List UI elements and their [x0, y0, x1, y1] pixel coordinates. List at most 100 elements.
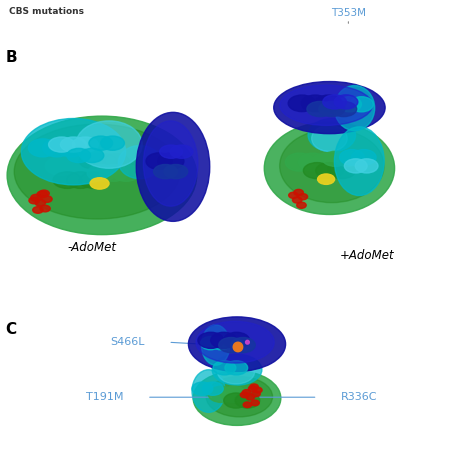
Ellipse shape	[252, 391, 260, 397]
Ellipse shape	[35, 200, 46, 206]
Ellipse shape	[334, 95, 358, 109]
Ellipse shape	[89, 136, 112, 150]
Ellipse shape	[42, 196, 52, 202]
Ellipse shape	[220, 386, 246, 402]
Ellipse shape	[250, 384, 258, 390]
Ellipse shape	[210, 332, 237, 348]
Ellipse shape	[40, 205, 50, 212]
Ellipse shape	[298, 194, 308, 200]
Ellipse shape	[206, 376, 273, 417]
Ellipse shape	[76, 121, 142, 168]
Ellipse shape	[91, 154, 117, 169]
Ellipse shape	[66, 172, 95, 189]
Ellipse shape	[297, 202, 306, 209]
Ellipse shape	[243, 402, 252, 408]
Ellipse shape	[312, 153, 340, 171]
Ellipse shape	[198, 332, 224, 348]
Ellipse shape	[246, 340, 249, 344]
Text: R336C: R336C	[341, 392, 378, 402]
Ellipse shape	[223, 332, 249, 348]
Ellipse shape	[87, 165, 116, 182]
Ellipse shape	[28, 139, 57, 157]
Ellipse shape	[160, 145, 182, 158]
Ellipse shape	[46, 156, 76, 175]
Ellipse shape	[344, 159, 367, 173]
Ellipse shape	[80, 172, 108, 189]
Ellipse shape	[251, 400, 259, 406]
Ellipse shape	[308, 118, 356, 152]
Ellipse shape	[188, 317, 285, 372]
Ellipse shape	[289, 192, 298, 199]
Ellipse shape	[273, 82, 385, 134]
Ellipse shape	[351, 150, 376, 165]
Ellipse shape	[328, 163, 356, 179]
Ellipse shape	[294, 190, 303, 196]
Ellipse shape	[225, 361, 247, 375]
Ellipse shape	[303, 163, 331, 179]
Ellipse shape	[192, 382, 213, 395]
Ellipse shape	[339, 150, 365, 165]
Text: B: B	[6, 50, 18, 65]
Ellipse shape	[224, 393, 248, 408]
Ellipse shape	[288, 95, 316, 112]
Ellipse shape	[285, 153, 314, 171]
Ellipse shape	[164, 164, 188, 179]
Ellipse shape	[280, 85, 373, 126]
Text: +AdoMet: +AdoMet	[340, 249, 395, 262]
Ellipse shape	[254, 387, 262, 393]
Ellipse shape	[100, 136, 124, 150]
Ellipse shape	[192, 370, 225, 412]
Ellipse shape	[230, 337, 255, 353]
Ellipse shape	[112, 165, 140, 182]
Ellipse shape	[170, 145, 193, 158]
Ellipse shape	[39, 190, 49, 197]
Ellipse shape	[136, 112, 210, 221]
Ellipse shape	[196, 321, 274, 363]
Ellipse shape	[264, 122, 394, 215]
Ellipse shape	[233, 342, 243, 352]
Ellipse shape	[31, 194, 41, 201]
Ellipse shape	[37, 191, 47, 198]
Ellipse shape	[307, 101, 333, 117]
Ellipse shape	[211, 337, 231, 350]
Ellipse shape	[53, 172, 82, 189]
Ellipse shape	[201, 325, 230, 365]
Text: -AdoMet: -AdoMet	[68, 241, 117, 254]
Ellipse shape	[330, 101, 356, 117]
Ellipse shape	[85, 156, 116, 175]
Ellipse shape	[14, 124, 180, 219]
Ellipse shape	[318, 174, 335, 184]
Ellipse shape	[118, 146, 161, 179]
Ellipse shape	[219, 337, 244, 353]
Ellipse shape	[334, 151, 360, 166]
Ellipse shape	[349, 97, 374, 112]
Ellipse shape	[80, 154, 105, 169]
Ellipse shape	[240, 392, 249, 398]
Ellipse shape	[100, 165, 128, 182]
Ellipse shape	[311, 126, 347, 152]
Ellipse shape	[299, 153, 327, 171]
Ellipse shape	[158, 153, 184, 170]
Text: S466L: S466L	[110, 337, 145, 347]
Ellipse shape	[335, 86, 375, 131]
Ellipse shape	[80, 148, 104, 163]
Ellipse shape	[335, 127, 384, 195]
Ellipse shape	[356, 159, 378, 173]
Ellipse shape	[301, 95, 329, 112]
Ellipse shape	[72, 156, 102, 175]
Ellipse shape	[319, 101, 345, 117]
Ellipse shape	[7, 116, 197, 235]
Ellipse shape	[248, 386, 257, 392]
Ellipse shape	[103, 154, 129, 169]
Text: T353M: T353M	[331, 8, 366, 18]
Ellipse shape	[193, 371, 281, 426]
Ellipse shape	[49, 137, 75, 152]
Ellipse shape	[208, 386, 234, 402]
Ellipse shape	[146, 153, 172, 170]
Ellipse shape	[57, 139, 85, 157]
Ellipse shape	[33, 207, 43, 213]
Text: C: C	[6, 322, 17, 337]
Ellipse shape	[202, 382, 223, 395]
Ellipse shape	[280, 129, 384, 203]
Ellipse shape	[72, 137, 99, 152]
